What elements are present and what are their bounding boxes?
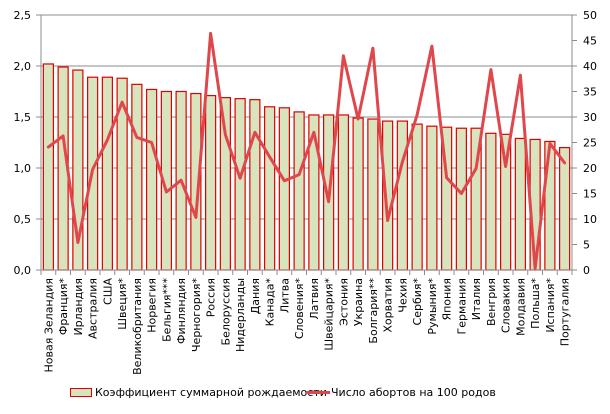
bar <box>396 120 408 271</box>
category-label: Италия <box>470 278 483 320</box>
category-label: Болгария** <box>367 278 380 344</box>
left-tick-label: 0,0 <box>14 264 32 277</box>
category-label: Финляндия <box>175 278 188 344</box>
category-label: Швеция* <box>116 278 129 330</box>
bar <box>455 127 467 271</box>
legend-item-abortions: Число абортов на 100 родов <box>306 386 496 399</box>
category-label: Великобритания <box>131 278 144 375</box>
bar <box>205 94 217 271</box>
category-label: Черногория* <box>190 278 203 352</box>
category-labels: Новая Зеландия Франция* Ирландия Австралия С… <box>42 278 571 375</box>
category-label: Бельгия*** <box>160 278 173 342</box>
legend-line-swatch-icon <box>306 391 330 394</box>
category-label: Литва <box>278 278 291 313</box>
legend-label-abortions: Число абортов на 100 родов <box>331 386 496 399</box>
bar <box>219 97 231 271</box>
bar <box>278 107 290 271</box>
bar <box>485 132 497 271</box>
category-label: Эстония <box>337 278 350 326</box>
bar <box>264 106 276 271</box>
right-tick-label: 40 <box>583 60 597 73</box>
category-label: Ирландия <box>72 278 85 336</box>
category-label: Германия <box>455 278 468 334</box>
bar <box>426 125 438 271</box>
right-tick-label: 25 <box>583 137 597 150</box>
axes <box>40 15 573 275</box>
category-label: Чехия <box>396 278 409 313</box>
category-label: США <box>101 278 114 305</box>
category-label: Австралия <box>87 278 100 339</box>
bar <box>367 118 379 271</box>
right-tick-label: 5 <box>583 239 590 252</box>
bar <box>293 111 305 271</box>
right-tick-label: 20 <box>583 162 597 175</box>
bar <box>249 99 261 271</box>
right-axis-ticks: 0 5 10 15 20 25 30 35 40 45 50 <box>572 9 597 277</box>
left-axis-ticks: 0,0 0,5 1,0 1,5 2,0 2,5 <box>14 9 41 277</box>
category-label: Венгрия <box>485 278 498 326</box>
category-label: Новая Зеландия <box>42 278 55 373</box>
category-label: Румыния* <box>426 278 439 335</box>
category-label: Португалия <box>559 278 572 346</box>
bar <box>559 147 571 271</box>
bar <box>131 83 143 271</box>
right-tick-label: 15 <box>583 188 597 201</box>
left-tick-label: 1,0 <box>14 162 32 175</box>
category-label: Хорватия <box>382 278 395 333</box>
bar <box>234 98 246 271</box>
bar <box>101 76 113 271</box>
right-tick-label: 45 <box>583 35 597 48</box>
category-label: Нидерланды <box>234 278 247 352</box>
abortion-line <box>46 31 567 270</box>
category-label: Швейцария* <box>323 278 336 351</box>
legend-bar-swatch-icon <box>70 388 92 397</box>
bar <box>146 88 158 271</box>
left-tick-label: 1,5 <box>14 111 32 124</box>
right-tick-label: 50 <box>583 9 597 22</box>
bar <box>337 114 349 271</box>
category-label: Молдавия <box>514 278 527 336</box>
right-tick-label: 10 <box>583 213 597 226</box>
right-tick-label: 0 <box>583 264 590 277</box>
category-label: Франция* <box>57 278 70 336</box>
legend-label-fertility: Коэффициент суммарной рождаемости <box>95 386 327 399</box>
bar <box>42 63 54 271</box>
right-tick-label: 35 <box>583 86 597 99</box>
legend: Коэффициент суммарной рождаемости Число … <box>0 386 610 406</box>
bar <box>500 133 512 271</box>
category-label: Белоруссия <box>219 278 232 345</box>
left-tick-label: 2,0 <box>14 60 32 73</box>
legend-item-fertility: Коэффициент суммарной рождаемости <box>70 386 327 399</box>
bar-series <box>42 63 571 271</box>
category-label: Украина <box>352 278 365 326</box>
left-tick-label: 0,5 <box>14 213 32 226</box>
category-label: Дания <box>249 278 262 314</box>
category-label: Словакия <box>500 278 513 333</box>
bar <box>514 137 526 271</box>
bar <box>411 123 423 271</box>
category-label: Испания* <box>544 278 557 333</box>
category-label: Сербия* <box>411 278 424 326</box>
right-tick-label: 30 <box>583 111 597 124</box>
category-label: Латвия <box>308 278 321 320</box>
category-label: Польша* <box>529 278 542 329</box>
category-label: Канада* <box>264 278 277 327</box>
category-label: Россия <box>205 278 218 317</box>
category-label: Норвегия <box>146 278 159 333</box>
category-label: Япония <box>441 278 454 321</box>
bar <box>352 117 364 271</box>
line-series <box>46 31 567 270</box>
left-tick-label: 2,5 <box>14 9 32 22</box>
category-label: Словения* <box>293 278 306 340</box>
